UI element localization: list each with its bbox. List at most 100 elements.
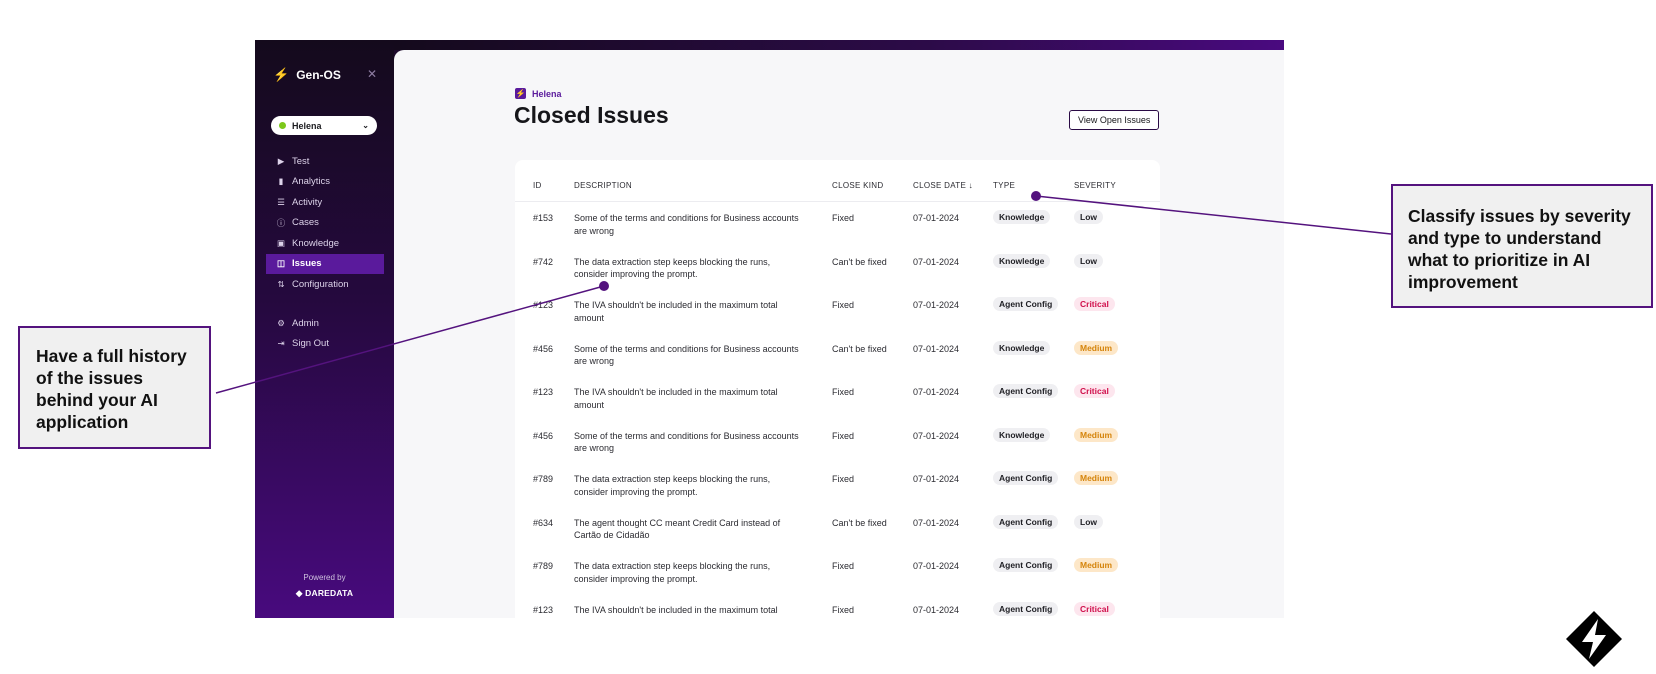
table-row[interactable]: #634 The agent thought CC meant Credit Ca… [515,507,1160,551]
issue-close-kind: Fixed [832,387,855,397]
sidebar-item-label: Cases [292,217,319,229]
brand: ⚡ Gen-OS [273,67,341,83]
type-badge: Agent Config [993,384,1059,398]
bolt-icon: ⚡ [273,67,290,82]
sidebar-item-analytics[interactable]: ▮ Analytics [266,172,384,192]
column-header-close-kind[interactable]: CLOSE KIND [832,181,884,190]
bar-chart-icon: ▮ [278,176,284,187]
severity-badge: Medium [1074,340,1119,355]
sidebar-nav-secondary: ⚙ Admin ⇥ Sign Out [266,313,384,354]
issue-description: The IVA shouldn't be included in the max… [574,604,778,619]
issue-description: Some of the terms and conditions for Bus… [574,343,799,367]
type-badge: Knowledge [993,340,1051,355]
app-selector[interactable]: Helena ⌄ [271,116,377,135]
list-icon: ☰ [277,196,285,207]
sidebar-item-label: Admin [292,317,319,329]
book-icon: ▣ [276,237,286,248]
table-row[interactable]: #789 The data extraction step keeps block… [515,550,1160,594]
arrow-down-icon: ↓ [968,181,973,190]
sidebar-item-label: Activity [292,196,323,208]
severity-badge: Medium [1074,471,1119,485]
severity-badge: Low [1074,514,1103,529]
issue-close-kind: Fixed [832,300,855,310]
table-row[interactable]: #742 The data extraction step keeps block… [515,246,1160,290]
type-badge: Agent Config [993,558,1059,572]
powered-by-label: Powered by [303,573,346,582]
table-row[interactable]: #789 The data extraction step keeps block… [515,463,1160,507]
issue-close-date: 07-01-2024 [913,256,960,267]
issue-description: Some of the terms and conditions for Bus… [574,213,799,236]
sidebar-item-issues[interactable]: ◫ Issues [266,253,384,274]
sidebar-item-activity[interactable]: ☰ Activity [266,192,384,212]
page-title: Closed Issues [514,102,669,128]
column-header-type[interactable]: TYPE [993,181,1016,190]
sidebar-item-sign-out[interactable]: ⇥ Sign Out [266,334,384,354]
column-header-close-date[interactable]: CLOSE DATE ↓ [913,181,973,190]
sidebar-item-admin[interactable]: ⚙ Admin [266,313,384,333]
issues-table: ID DESCRIPTION CLOSE KIND CLOSE DATE ↓ T… [515,160,1160,618]
sidebar-item-knowledge[interactable]: ▣ Knowledge [266,233,384,253]
type-badge: Agent Config [993,471,1059,485]
main-content: ⚡ Helena Closed Issues View Open Issues … [394,50,1284,618]
issue-close-kind: Fixed [832,430,855,441]
info-icon: ⓘ [276,217,286,228]
table-row[interactable]: #123 The IVA shouldn't be included in the… [515,594,1160,619]
sidebar-item-label: Sign Out [292,338,329,350]
issue-id: #153 [533,213,554,223]
type-badge: Knowledge [993,210,1051,224]
app-window: ⚡ Gen-OS ✕ Helena ⌄ ▶ Test ▮ Analytics ☰ Ac… [255,40,1284,618]
issue-close-kind: Fixed [832,604,855,615]
issue-description: The IVA shouldn't be included in the max… [574,300,778,323]
issue-close-date: 07-01-2024 [913,430,960,441]
sidebar-item-label: Issues [292,258,322,270]
sidebar-item-configuration[interactable]: ⇅ Configuration [266,275,384,295]
annotation-line-right [1035,195,1392,235]
table-row[interactable]: #456 Some of the terms and conditions for… [515,333,1160,377]
view-open-issues-button[interactable]: View Open Issues [1069,110,1160,130]
severity-badge: Medium [1074,558,1119,572]
column-header-description[interactable]: DESCRIPTION [574,181,632,190]
issue-close-date: 07-01-2024 [913,387,960,397]
issue-description: The data extraction step keeps blocking … [574,256,771,280]
severity-badge: Low [1074,253,1103,268]
type-badge: Agent Config [993,297,1059,311]
issue-id: #634 [533,517,554,528]
issue-close-kind: Fixed [832,474,855,484]
close-icon[interactable]: ✕ [367,67,378,81]
issue-description: The data extraction step keeps blocking … [574,474,771,497]
issue-description: The data extraction step keeps blocking … [574,561,771,584]
breadcrumb[interactable]: ⚡ Helena [515,88,562,99]
status-dot-icon [279,122,286,129]
chevron-down-icon: ⌄ [362,121,369,130]
severity-badge: Critical [1074,601,1115,616]
severity-badge: Critical [1074,384,1115,398]
sidebar-nav: ▶ Test ▮ Analytics ☰ Activity ⓘ Cases ▣ Knowl… [266,151,384,295]
gear-icon: ⚙ [277,317,285,328]
issue-description: Some of the terms and conditions for Bus… [574,430,799,454]
company-logo: ◆ DAREDATA [295,588,354,598]
annotation-line-left [215,285,605,394]
company-name: DAREDATA [305,588,354,598]
column-header-id[interactable]: ID [533,181,542,190]
sidebar-item-test[interactable]: ▶ Test [266,151,384,171]
issue-close-kind: Can't be fixed [832,343,887,354]
breadcrumb-label: Helena [532,88,562,99]
issue-close-date: 07-01-2024 [913,604,960,615]
table-row[interactable]: #153 Some of the terms and conditions for… [515,202,1160,246]
issue-id: #456 [533,430,554,441]
table-row[interactable]: #456 Some of the terms and conditions for… [515,420,1160,464]
issue-id: #789 [533,474,554,484]
sidebar-item-cases[interactable]: ⓘ Cases [266,213,384,233]
annotation-history: Have a full history of the issues behind… [18,326,211,449]
issue-description: The agent thought CC meant Credit Card i… [574,517,781,541]
column-header-severity[interactable]: SEVERITY [1074,181,1116,190]
table-row[interactable]: #123 The IVA shouldn't be included in the… [515,376,1160,420]
app-selector-label: Helena [292,120,322,131]
issue-close-date: 07-01-2024 [913,561,960,571]
alert-square-icon: ◫ [276,258,286,269]
issue-close-date: 07-01-2024 [913,517,960,528]
severity-badge: Medium [1074,427,1119,442]
table-row[interactable]: #123 The IVA shouldn't be included in the… [515,289,1160,333]
sign-out-icon: ⇥ [277,338,285,349]
issue-id: #123 [533,300,554,310]
